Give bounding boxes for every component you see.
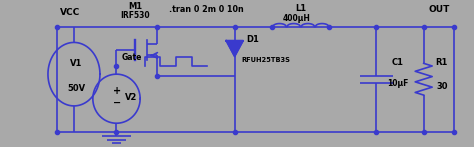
Text: .tran 0 2m 0 10n: .tran 0 2m 0 10n [169,5,244,14]
Text: V2: V2 [125,93,137,102]
Text: 30: 30 [437,82,448,91]
Text: RFUH25TB3S: RFUH25TB3S [242,57,291,63]
Text: M1: M1 [128,2,143,11]
Text: D1: D1 [246,35,259,44]
Text: C1: C1 [392,58,404,67]
Text: 10μF: 10μF [387,79,408,88]
Text: L1: L1 [295,4,306,13]
Text: IRF530: IRF530 [120,11,150,20]
Text: V1: V1 [70,59,82,67]
Text: R1: R1 [436,58,448,67]
Text: Gate: Gate [121,53,142,62]
Text: VCC: VCC [60,8,80,17]
Text: +: + [113,86,121,96]
Text: 400μH: 400μH [283,14,311,23]
Text: 50V: 50V [67,85,85,93]
Text: −: − [113,98,121,108]
Text: OUT: OUT [428,5,450,14]
Polygon shape [226,41,243,56]
